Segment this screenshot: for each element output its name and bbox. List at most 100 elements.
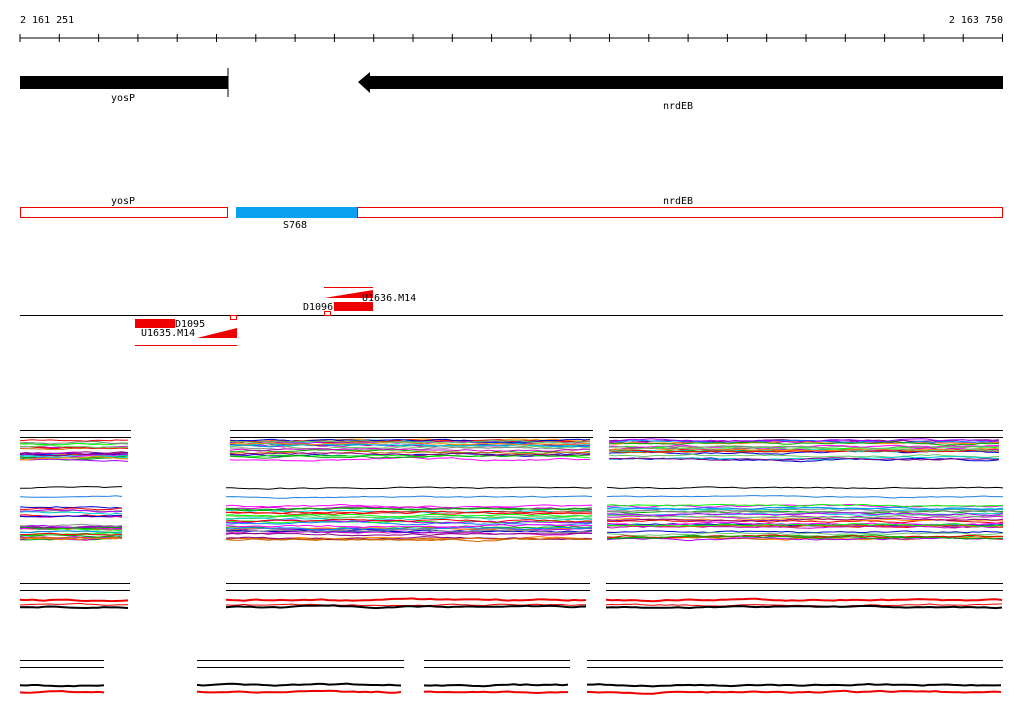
trace xyxy=(19,536,123,540)
gene-track: yosP nrdEB xyxy=(20,68,1003,112)
trace xyxy=(19,451,129,457)
trace xyxy=(606,530,1004,534)
segment-label: yosP xyxy=(111,196,135,207)
trace xyxy=(225,523,593,529)
trace xyxy=(19,689,105,694)
trace xyxy=(19,458,129,462)
trace xyxy=(19,442,129,446)
trace xyxy=(19,506,123,509)
probe xyxy=(324,311,331,316)
trace xyxy=(423,690,568,695)
segment xyxy=(20,207,228,218)
trace xyxy=(196,689,402,694)
trace xyxy=(608,441,1000,446)
trace xyxy=(229,456,591,462)
trace xyxy=(20,524,123,529)
probe xyxy=(324,290,373,298)
trace xyxy=(196,682,402,687)
trace xyxy=(225,510,593,515)
trace xyxy=(19,684,105,688)
probe-label: D1096 xyxy=(303,302,333,313)
trace xyxy=(608,438,1000,443)
trace xyxy=(19,530,123,534)
trace xyxy=(608,453,1000,459)
trace xyxy=(606,506,1004,511)
trace xyxy=(19,511,123,515)
probe xyxy=(334,302,373,311)
trace xyxy=(225,528,592,534)
segment-track: yosP nrdEB S768 xyxy=(20,196,1003,231)
trace xyxy=(225,514,593,519)
trace xyxy=(608,446,1000,452)
trace xyxy=(605,604,1003,610)
segment-label: nrdEB xyxy=(663,196,693,207)
trace xyxy=(606,525,1004,529)
gene-label: nrdEB xyxy=(663,101,693,112)
trace xyxy=(229,449,591,454)
trace xyxy=(229,444,591,450)
trace xyxy=(225,518,593,523)
trace xyxy=(19,598,129,603)
gene-arrow xyxy=(358,72,1003,93)
trace xyxy=(19,526,123,530)
trace xyxy=(19,456,129,461)
trace xyxy=(225,519,593,524)
trace xyxy=(606,535,1004,540)
probe-track: U1636.M14 D1096 D1095 U1635.M14 xyxy=(20,287,1003,346)
trace xyxy=(608,445,1000,450)
ruler-start: 2 161 251 xyxy=(20,15,74,26)
probe xyxy=(197,328,237,338)
trace xyxy=(605,597,1003,603)
trace xyxy=(606,495,1004,499)
trace xyxy=(608,439,1000,444)
trace xyxy=(606,536,1004,542)
trace xyxy=(225,486,593,490)
trace xyxy=(225,507,593,511)
trace xyxy=(20,507,123,511)
trace xyxy=(225,513,593,518)
trace xyxy=(608,447,1000,452)
trace xyxy=(606,531,1004,537)
trace xyxy=(226,528,593,533)
trace xyxy=(229,452,591,457)
trace xyxy=(606,522,1004,527)
trace xyxy=(225,532,593,537)
gene-label: yosP xyxy=(111,93,135,104)
trace xyxy=(225,495,593,499)
trace xyxy=(608,457,1000,461)
trace xyxy=(19,514,122,518)
probe-label: D1095 xyxy=(175,319,205,330)
ruler-end: 2 163 750 xyxy=(949,15,1003,26)
trace xyxy=(19,441,129,445)
trace xyxy=(606,515,1004,519)
trace xyxy=(225,511,593,515)
trace xyxy=(225,516,593,521)
trace xyxy=(19,602,129,606)
trace xyxy=(225,604,587,610)
trace xyxy=(19,485,123,489)
trace xyxy=(229,439,591,444)
trace xyxy=(606,517,1004,522)
trace xyxy=(586,689,1002,695)
trace xyxy=(606,512,1004,517)
trace xyxy=(19,444,129,449)
segment-label: S768 xyxy=(283,220,307,231)
trace xyxy=(229,443,591,447)
trace xyxy=(19,533,123,538)
trace xyxy=(19,439,129,442)
probe xyxy=(135,319,175,328)
trace xyxy=(229,450,591,455)
trace xyxy=(225,537,593,542)
ruler: 2 161 251 2 163 750 xyxy=(19,15,1003,42)
segment xyxy=(236,207,357,218)
trace xyxy=(608,455,999,461)
trace xyxy=(19,495,123,498)
trace xyxy=(606,503,1004,508)
trace xyxy=(225,526,593,531)
trace xyxy=(225,597,587,602)
trace xyxy=(423,683,569,688)
probe-label: U1636.M14 xyxy=(362,293,416,304)
probe-label: U1635.M14 xyxy=(141,328,195,339)
